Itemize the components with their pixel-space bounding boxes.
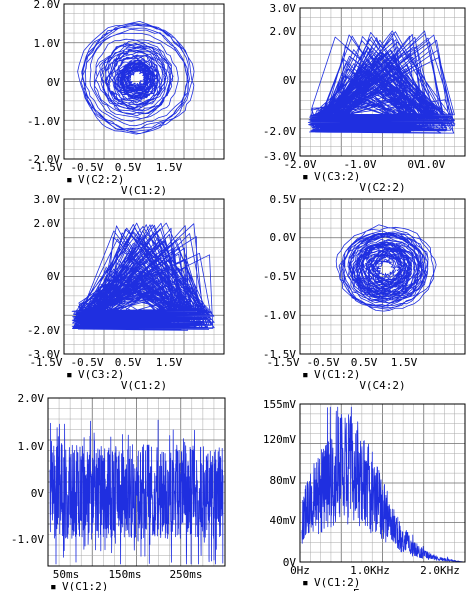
y-tick-label: -1.0V [27,115,60,128]
x-tick-label: 2.0KHz [420,564,460,577]
x-tick-label: 0V [407,158,421,171]
y-tick-label: 1.0V [34,37,61,50]
legend-marker: ▪ [302,368,309,381]
y-tick-label: 0V [31,487,45,500]
x-tick-label: 1.0V [419,158,446,171]
series-line [77,21,195,135]
series-line [307,30,456,134]
y-tick-label: 0.5V [270,193,297,206]
legend-label: V(C3:2) [314,170,360,183]
x-axis-title: Frequency [353,587,413,591]
y-tick-label: -2.0V [27,324,60,337]
chart-panel-3: 3.0V 2.0V 0V -2.0V -3.0V-1.5V -0.5V 0.5V 1.5V ▪ V… [27,193,225,392]
x-tick-label: 0.5V [351,356,378,369]
legend-marker: ▪ [302,576,309,589]
y-tick-label: -1.0V [263,309,296,322]
x-tick-label: -0.5V [70,161,103,174]
x-tick-label: 250ms [169,568,202,581]
y-tick-label: 2.0V [18,392,45,405]
y-tick-label: 0V [283,556,297,569]
x-tick-label: -1.0V [343,158,376,171]
y-tick-label: -1.0V [11,533,44,546]
y-tick-label: -2.0V [27,153,60,166]
series-line [71,222,215,331]
x-tick-label: -0.5V [306,356,339,369]
plot-frame [299,7,466,157]
x-axis-title: V(C4:2) [359,379,405,392]
x-axis-title: V(C2:2) [359,181,405,194]
series-line [335,224,437,312]
y-tick-label: 120mV [263,433,296,446]
y-tick-label: 2.0V [34,217,61,230]
plot-frame [63,198,225,355]
y-tick-label: 80mV [270,474,297,487]
x-tick-label: 0Hz [290,564,310,577]
y-tick-label: 0V [47,76,61,89]
y-tick-label: -3.0V [27,348,60,361]
x-tick-label: -2.0V [283,158,316,171]
y-tick-label: 3.0V [34,193,61,206]
y-tick-label: 155mV [263,398,296,411]
legend-marker: ▪ [50,580,57,591]
legend-marker: ▪ [66,368,73,381]
legend-label: V(C1:2) [62,580,108,591]
series-line [301,406,464,563]
x-tick-label: -1.5V [29,356,62,369]
legend-label: V(C1:2) [314,368,360,381]
chart-panel-4: 0.5V 0.0V -0.5V -1.0V -1.5V-1.5V -0.5V 0.5V 1.5… [263,193,466,392]
x-axis-title: V(C1:2) [121,184,167,197]
x-tick-label: 1.0KHz [350,564,390,577]
plot-frame [63,3,225,160]
x-tick-label: 0.5V [115,161,142,174]
x-tick-label: 1.5V [391,356,418,369]
series-line [49,419,224,565]
y-tick-label: -1.5V [263,348,296,361]
y-tick-label: 2.0V [270,25,297,38]
legend-marker: ▪ [302,170,309,183]
legend-marker: ▪ [66,173,73,186]
legend-label: V(C1:2) [314,576,360,589]
y-tick-label: 0.0V [270,231,297,244]
x-tick-label: -1.5V [266,356,299,369]
chart-panel-1: 2.0V 1.0V 0V -1.0V -2.0V-1.5V -0.5V 0.5V 1.5V ▪ V… [27,0,225,197]
y-tick-label: 2.0V [34,0,61,11]
y-tick-label: 40mV [270,514,297,527]
plot-frame [299,403,466,563]
legend-label: V(C2:2) [78,173,124,186]
x-tick-label: -0.5V [70,356,103,369]
y-tick-label: -3.0V [263,150,296,163]
plot-frame [299,198,466,355]
x-tick-label: 0.5V [115,356,142,369]
x-axis-title: V(C1:2) [121,379,167,392]
x-tick-label: -1.5V [29,161,62,174]
y-tick-label: -2.0V [263,125,296,138]
x-tick-label: 1.5V [156,356,183,369]
legend-label: V(C3:2) [78,368,124,381]
y-tick-label: 3.0V [270,2,297,15]
y-tick-label: 0V [283,74,297,87]
y-tick-label: 0V [47,270,61,283]
x-tick-label: 50ms [53,568,80,581]
chart-panel-5: 2.0V1.0V0V-1.0V50ms150ms250ms▪V(C1:2)Tim… [11,392,226,591]
y-tick-label: -0.5V [263,270,296,283]
plot-frame [47,397,226,567]
x-tick-label: 150ms [108,568,141,581]
y-tick-label: 1.0V [18,440,45,453]
x-tick-label: 1.5V [156,161,183,174]
